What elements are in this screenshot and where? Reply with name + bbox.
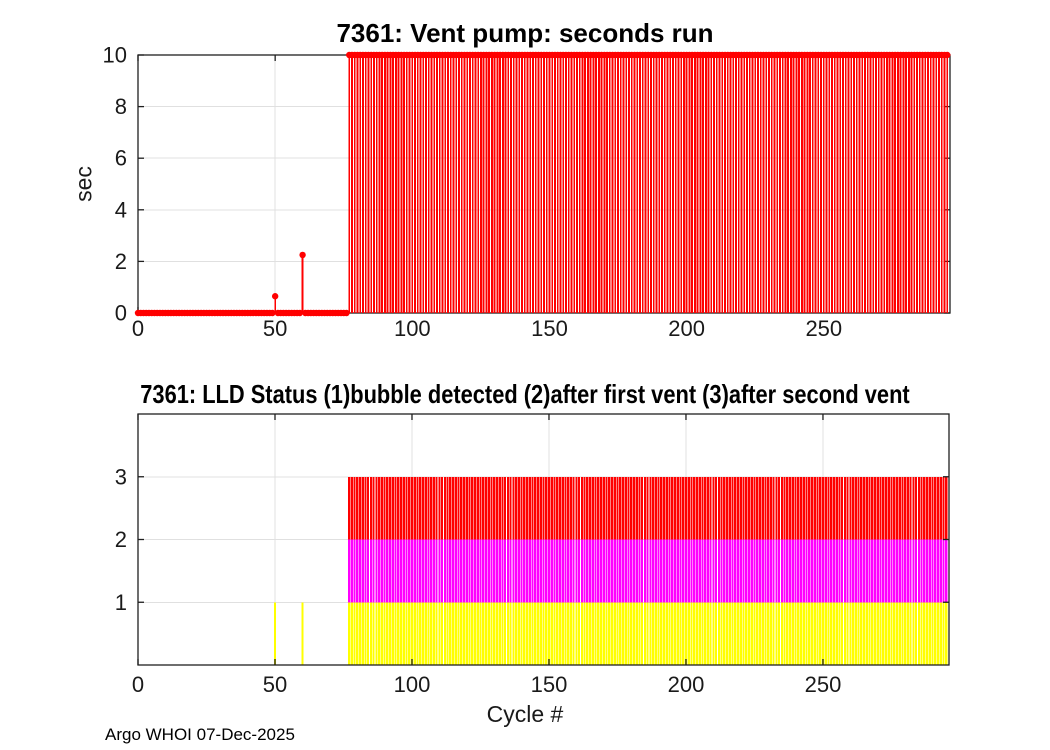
cycle-axis-label: Cycle # — [486, 701, 564, 727]
vent-pump-plot-tick-labels: 0 50 100 150 200 250 0 2 4 6 8 10 — [103, 43, 843, 342]
svg-text:50: 50 — [263, 316, 287, 341]
svg-text:2: 2 — [115, 249, 127, 274]
lld-status-plot-series — [347, 476, 948, 540]
svg-text:6: 6 — [115, 146, 127, 171]
lld-status-plot-tick-labels: 0 50 100 150 200 250 1 2 3 — [115, 464, 842, 697]
svg-text:150: 150 — [531, 316, 568, 341]
svg-text:100: 100 — [394, 672, 431, 697]
svg-text:0: 0 — [132, 672, 144, 697]
svg-text:200: 200 — [668, 672, 705, 697]
svg-text:0: 0 — [115, 301, 127, 326]
lld-status-plot-series — [347, 539, 948, 603]
svg-text:3: 3 — [115, 464, 127, 489]
svg-text:8: 8 — [115, 94, 127, 119]
svg-text:10: 10 — [103, 43, 127, 68]
vent-pump-chart-title: 7361: Vent pump: seconds run — [336, 18, 714, 48]
svg-text:1: 1 — [115, 590, 127, 615]
sec-axis-label: sec — [70, 166, 97, 202]
svg-text:200: 200 — [668, 316, 705, 341]
svg-text:250: 250 — [805, 316, 842, 341]
lld-status-plot-data — [273, 476, 948, 665]
svg-text:250: 250 — [805, 672, 842, 697]
svg-text:2: 2 — [115, 527, 127, 552]
vent-pump-plot-data — [134, 51, 951, 317]
figure-footer: Argo WHOI 07-Dec-2025 — [105, 725, 295, 744]
svg-text:150: 150 — [531, 672, 568, 697]
svg-text:4: 4 — [115, 197, 127, 222]
lld-status-chart-title-wrap: 7361: LLD Status (1)bubble detected (2)a… — [0, 379, 1050, 410]
svg-text:100: 100 — [394, 316, 431, 341]
svg-text:0: 0 — [132, 316, 144, 341]
svg-text:50: 50 — [263, 672, 287, 697]
lld-status-chart-title: 7361: LLD Status (1)bubble detected (2)a… — [140, 379, 910, 409]
lld-status-plot-axes-box — [137, 413, 950, 666]
lld-status-plot-series — [273, 602, 948, 665]
